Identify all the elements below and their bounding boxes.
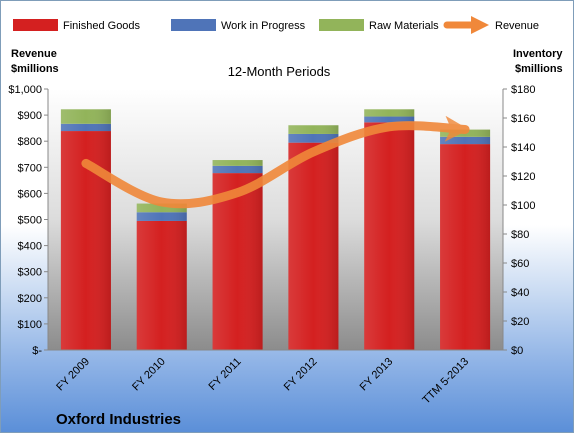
left-tick-label: $400 (18, 241, 42, 253)
right-tick-label: $60 (511, 258, 529, 270)
right-tick-label: $20 (511, 316, 529, 328)
legend-swatch-finished-goods (13, 19, 58, 31)
left-tick-label: $100 (18, 319, 42, 331)
left-tick-label: $200 (18, 293, 42, 305)
left-tick-label: $600 (18, 188, 42, 200)
revenue-line-group (81, 115, 470, 209)
left-tick-label: $700 (18, 162, 42, 174)
right-tick-label: $120 (511, 171, 535, 183)
x-tick-label: FY 2009 (54, 356, 92, 394)
right-tick-label: $140 (511, 142, 535, 154)
legend-revenue-arrowhead (471, 16, 489, 34)
left-axis-ticks: $- $100 $200 $300 $400 $500 $600 $700 $800 $900 $1… (8, 84, 48, 357)
legend-label-revenue: Revenue (495, 20, 539, 32)
left-tick-label: $900 (18, 110, 42, 122)
right-tick-label: $40 (511, 287, 529, 299)
legend-label-work-in-progress: Work in Progress (221, 20, 306, 32)
right-tick-label: $100 (511, 200, 535, 212)
plot-area (48, 89, 503, 350)
right-tick-label: $160 (511, 113, 535, 125)
left-tick-label: $1,000 (8, 84, 42, 96)
left-axis-title-line2: $millions (11, 63, 59, 75)
legend-label-finished-goods: Finished Goods (63, 20, 141, 32)
right-tick-label: $180 (511, 84, 535, 96)
x-tick-label: TTM 5-2013 (420, 356, 471, 407)
bar-sheen (440, 129, 491, 350)
bar-sheen (60, 109, 111, 350)
legend: Finished Goods Work in Progress Raw Mate… (13, 16, 539, 34)
chart-subtitle: 12-Month Periods (228, 64, 331, 79)
left-tick-label: $300 (18, 267, 42, 279)
x-tick-label: FY 2013 (358, 356, 396, 394)
left-tick-label: $500 (18, 215, 42, 227)
x-tick-label: FY 2012 (282, 356, 320, 394)
company-name: Oxford Industries (56, 411, 181, 428)
left-axis-title-line1: Revenue (11, 48, 57, 60)
revenue-line (81, 115, 470, 209)
right-axis-ticks: $0 $20 $40 $60 $80 $100 $120 $140 $160 $180 (503, 84, 535, 357)
right-axis-title-line2: $millions (515, 63, 563, 75)
legend-label-raw-materials: Raw Materials (369, 20, 439, 32)
right-axis-title-line1: Inventory (513, 48, 563, 60)
x-tick-label: FY 2011 (207, 356, 244, 393)
right-tick-label: $0 (511, 345, 523, 357)
left-tick-label: $800 (18, 136, 42, 148)
right-tick-label: $80 (511, 229, 529, 241)
x-axis-labels: FY 2009 FY 2010 FY 2011 FY 2012 FY 2013 TTM 5… (54, 356, 471, 407)
bar-sheen (364, 109, 415, 350)
x-tick-label: FY 2010 (130, 356, 168, 394)
bar-sheen (136, 203, 187, 350)
legend-swatch-work-in-progress (171, 19, 216, 31)
bars-group (60, 109, 491, 350)
left-tick-label: $- (32, 345, 42, 357)
legend-swatch-raw-materials (319, 19, 364, 31)
